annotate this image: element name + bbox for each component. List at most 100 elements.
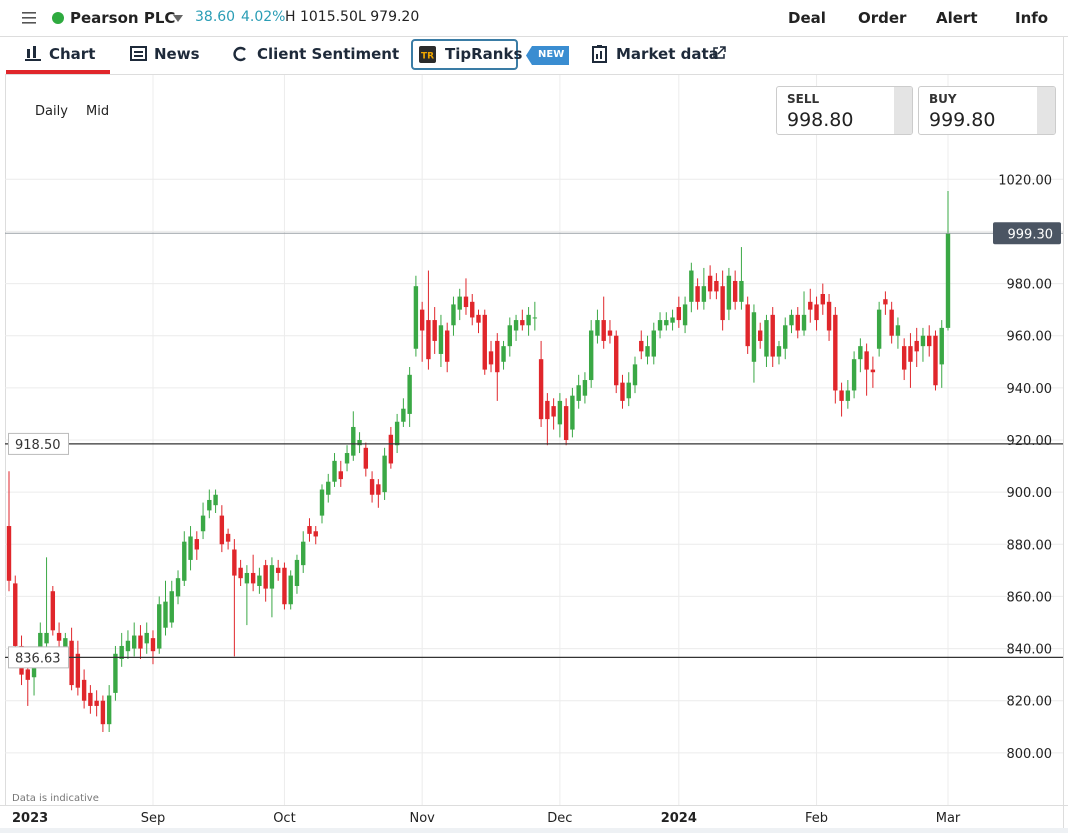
candle-body — [369, 479, 375, 495]
tipranks-frame[interactable] — [411, 39, 518, 70]
candle-body — [513, 320, 519, 331]
x-tick-label: Dec — [547, 811, 572, 826]
candle-body — [426, 320, 431, 360]
candle-body — [826, 301, 832, 331]
tab[interactable]: Client Sentiment — [257, 45, 400, 63]
candle-body — [100, 700, 106, 725]
candle-body — [789, 314, 794, 326]
candle-body — [244, 572, 250, 584]
candle-body — [814, 304, 819, 321]
candle-body — [113, 653, 118, 693]
candle-body — [157, 604, 162, 649]
tab[interactable]: TipRanks — [445, 45, 523, 63]
candle-body — [914, 340, 919, 352]
candle-body — [927, 335, 932, 347]
candle-body — [607, 330, 613, 336]
candle-body — [56, 632, 62, 641]
y-tick-label: 820.00 — [1007, 695, 1053, 710]
tab[interactable]: Market data — [616, 45, 719, 63]
y-tick-label: 940.00 — [1007, 382, 1053, 397]
candle-body — [44, 632, 49, 644]
svg-text:TR: TR — [421, 52, 434, 62]
candle-body — [451, 304, 456, 326]
action[interactable]: Order — [858, 9, 907, 27]
price-label: 999.30 — [1008, 227, 1054, 242]
candle-body — [820, 294, 825, 305]
candle-body — [175, 578, 181, 597]
candle-body — [294, 559, 300, 586]
candle-body — [670, 317, 675, 323]
candle-body — [463, 296, 469, 308]
status-dot — [52, 12, 64, 24]
change: 38.60 — [195, 9, 236, 25]
candle-body — [31, 661, 37, 678]
tab[interactable]: News — [154, 45, 200, 63]
candle-body — [751, 312, 757, 362]
tab[interactable]: Chart — [49, 45, 96, 63]
buy-box[interactable]: BUY 999.80 — [918, 86, 1056, 135]
instrument-name[interactable]: Pearson PLC — [70, 9, 176, 27]
sell-box[interactable]: SELL 998.80 — [776, 86, 913, 135]
candle-body — [520, 320, 525, 326]
candle-body — [626, 382, 631, 399]
candle-body — [657, 320, 663, 331]
candle-body — [132, 635, 137, 649]
candle-body — [570, 395, 575, 430]
news-icon — [130, 46, 147, 61]
candle-body — [538, 359, 544, 420]
candle-body — [125, 640, 131, 652]
candle-body — [407, 374, 412, 414]
y-tick-label: 960.00 — [1007, 330, 1053, 345]
x-tick-label: Sep — [141, 811, 166, 826]
box-strip — [894, 87, 912, 134]
candle-body — [50, 591, 56, 631]
candle-body — [676, 307, 682, 321]
candle-body — [163, 601, 168, 628]
menu-icon[interactable] — [22, 11, 38, 25]
candle-body — [363, 447, 369, 469]
action[interactable]: Alert — [936, 9, 978, 27]
candle-body — [388, 434, 394, 464]
footer-strip — [0, 828, 1068, 833]
candle-body — [275, 567, 281, 573]
sentiment-icon — [233, 46, 246, 62]
candle-body — [795, 314, 800, 331]
candle-body — [645, 346, 650, 357]
candle-body — [783, 325, 788, 349]
candle-body — [232, 549, 237, 576]
tipranks-icon: TR — [419, 46, 436, 63]
day-high: H 1015.50 — [285, 9, 358, 25]
candle-body — [545, 400, 550, 420]
price-control[interactable]: Mid — [86, 104, 110, 119]
dropdown-caret[interactable] — [173, 14, 185, 24]
action[interactable]: Deal — [788, 9, 826, 27]
candle-body — [144, 632, 149, 644]
candle-body — [488, 351, 494, 365]
candle-body — [739, 280, 744, 302]
candle-body — [833, 314, 838, 391]
y-tick-label: 920.00 — [1007, 434, 1053, 449]
change-pct: 4.02% — [241, 9, 286, 25]
candle-body — [313, 531, 318, 537]
candle-body — [213, 494, 218, 506]
interval-control[interactable]: Daily — [35, 104, 68, 119]
candle-body — [257, 575, 262, 586]
x-tick-label: Mar — [936, 811, 961, 826]
price-label: 918.50 — [15, 438, 61, 453]
candle-body — [808, 301, 813, 310]
candle-body — [200, 515, 206, 532]
candle-body — [595, 320, 600, 336]
x-tick-label: 2024 — [661, 811, 697, 826]
candle-body — [601, 320, 606, 341]
price-label-box — [8, 432, 69, 455]
action[interactable]: Info — [1015, 9, 1049, 27]
candle-body — [326, 481, 331, 495]
candle-body — [714, 280, 719, 292]
candle-body — [507, 325, 512, 347]
candle-body — [945, 233, 951, 328]
candle-body — [288, 575, 293, 605]
candle-body — [225, 533, 231, 542]
candle-body — [250, 572, 256, 584]
candle-body — [776, 346, 782, 357]
